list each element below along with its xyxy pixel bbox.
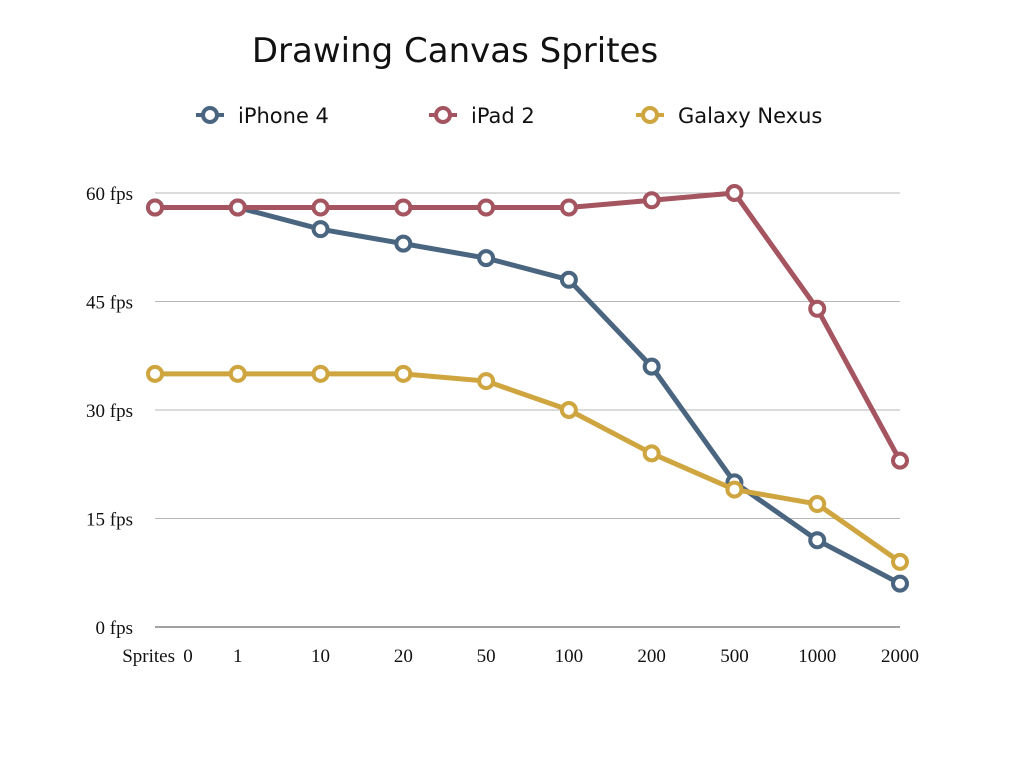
- data-point: [808, 299, 827, 318]
- x-tick-label: 20: [394, 646, 413, 667]
- data-point: [394, 364, 413, 383]
- series-line: [152, 204, 903, 587]
- data-point: [642, 357, 661, 376]
- data-point: [559, 270, 578, 289]
- data-point: [725, 184, 744, 202]
- data-point: [891, 451, 909, 470]
- legend-marker: [641, 106, 659, 124]
- data-point: [311, 220, 330, 239]
- data-point: [808, 531, 827, 550]
- x-tick-label: 10: [311, 646, 330, 667]
- x-axis-ticks: Sprites 0 1 10 20 50 100 200 500 1000 2000: [122, 646, 919, 667]
- data-point: [725, 480, 744, 499]
- data-point: [559, 401, 578, 419]
- x-tick-label: 200: [637, 646, 666, 667]
- legend: iPhone 4 iPad 2 Galaxy Nexus: [196, 104, 822, 128]
- data-point: [559, 198, 578, 217]
- x-tick-label: 50: [477, 646, 496, 667]
- data-point: [477, 249, 496, 268]
- legend-label: iPhone 4: [238, 104, 329, 128]
- y-tick-label: 45 fps: [86, 293, 133, 314]
- data-point: [311, 364, 330, 383]
- data-point: [228, 364, 247, 383]
- data-point: [394, 234, 413, 253]
- y-tick-label: 60 fps: [86, 184, 133, 205]
- y-tick-label: 0 fps: [96, 618, 133, 639]
- y-tick-label: 30 fps: [86, 401, 133, 422]
- series-group: [146, 364, 909, 571]
- data-point: [477, 198, 496, 217]
- legend-label: iPad 2: [471, 104, 535, 128]
- x-tick-label: 500: [720, 646, 749, 667]
- data-point: [228, 198, 247, 217]
- data-point: [146, 364, 164, 383]
- x-axis-label: Sprites: [122, 646, 175, 667]
- data-point: [311, 198, 330, 217]
- data-point: [642, 191, 661, 210]
- legend-item: iPhone 4: [196, 104, 329, 128]
- legend-item: Galaxy Nexus: [636, 104, 822, 128]
- data-point: [146, 198, 164, 217]
- data-point: [477, 372, 496, 391]
- series-line: [152, 371, 903, 565]
- data-point: [891, 574, 909, 593]
- y-tick-label: 15 fps: [86, 510, 133, 531]
- series-line: [152, 190, 903, 464]
- legend-marker: [434, 106, 452, 124]
- x-tick-label: 0: [183, 646, 193, 667]
- data-point: [808, 495, 827, 514]
- legend-label: Galaxy Nexus: [678, 104, 822, 128]
- data-point: [891, 552, 909, 571]
- series-layer: [146, 184, 909, 593]
- legend-item: iPad 2: [429, 104, 535, 128]
- grid: [155, 192, 900, 628]
- x-tick-label: 2000: [881, 646, 919, 667]
- data-point: [642, 444, 661, 463]
- legend-marker: [201, 106, 219, 124]
- series-group: [146, 184, 909, 470]
- x-tick-label: 1000: [798, 646, 836, 667]
- x-tick-label: 100: [555, 646, 584, 667]
- chart-title: Drawing Canvas Sprites: [252, 31, 658, 71]
- x-tick-label: 1: [233, 646, 243, 667]
- data-point: [394, 198, 413, 217]
- y-axis-ticks: 0 fps 15 fps 30 fps 45 fps 60 fps: [86, 184, 133, 639]
